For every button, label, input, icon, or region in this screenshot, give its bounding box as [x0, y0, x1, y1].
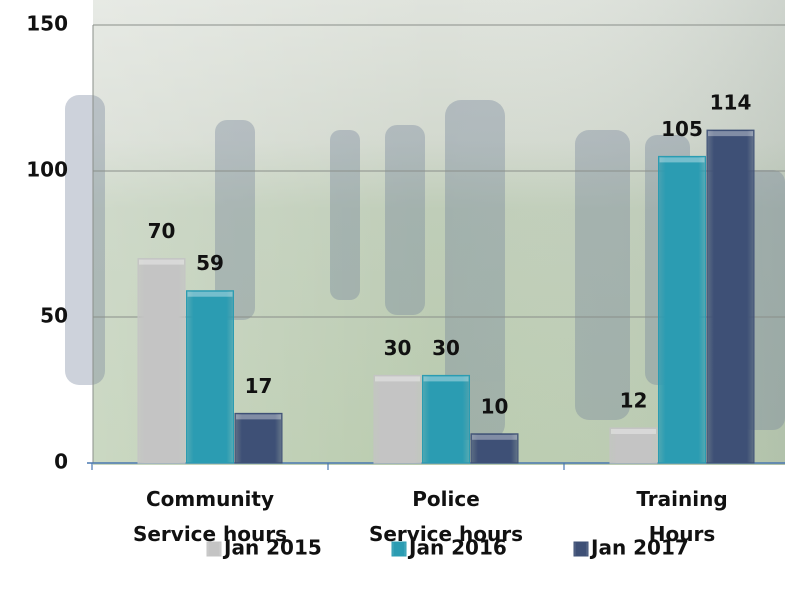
bar-bevel: [611, 428, 656, 434]
data-label: 105: [661, 117, 703, 141]
bar: [422, 374, 470, 464]
legend-swatch: [391, 541, 407, 557]
data-label: 12: [620, 388, 648, 412]
data-label: 30: [384, 336, 412, 360]
bar-bevel: [375, 376, 420, 382]
legend-label: Jan 2016: [407, 536, 507, 560]
x-tick-label: Training Hours: [636, 487, 727, 546]
bar: [186, 290, 234, 464]
bar: [470, 433, 519, 464]
y-tick-label: 50: [40, 304, 68, 328]
bar-bevel: [659, 157, 705, 163]
y-tick-label: 150: [26, 12, 68, 36]
bar-bevel: [236, 414, 281, 420]
bar-bevel: [187, 291, 233, 297]
bar-bevel: [139, 259, 184, 265]
x-tick-label-line: Community: [146, 487, 274, 511]
data-label: 59: [196, 251, 224, 275]
legend-swatch: [573, 541, 589, 557]
x-tick-label-line: Hours: [649, 522, 715, 546]
bar: [234, 412, 283, 464]
bar: [137, 258, 186, 464]
data-label: 114: [710, 91, 752, 115]
legend-label: Jan 2017: [589, 536, 689, 560]
y-tick-label: 0: [54, 450, 68, 474]
data-label: 70: [148, 219, 176, 243]
bar-bevel: [708, 131, 753, 137]
legend-label: Jan 2015: [222, 536, 322, 560]
bar-bevel: [423, 376, 469, 382]
x-tick-label-line: Police: [412, 487, 480, 511]
x-tick-label-line: Training: [636, 487, 727, 511]
bar: [373, 374, 422, 464]
data-label: 30: [432, 336, 460, 360]
data-label: 10: [481, 394, 509, 418]
y-tick-label: 100: [26, 158, 68, 182]
bar: [658, 155, 706, 464]
legend-swatch: [206, 541, 222, 557]
bar: [609, 427, 658, 464]
bar-bevel: [472, 434, 517, 440]
bar: [706, 129, 755, 464]
data-label: 17: [245, 374, 273, 398]
